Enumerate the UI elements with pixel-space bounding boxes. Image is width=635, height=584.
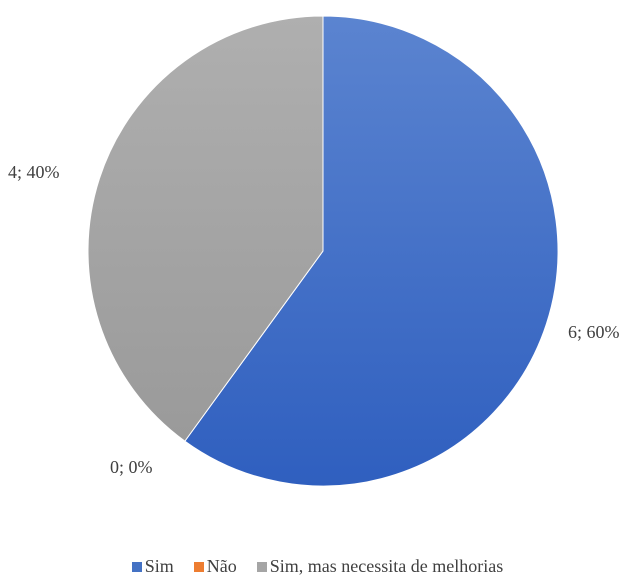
legend-swatch-sim-melhorias (256, 561, 267, 572)
data-label-nao: 0; 0% (110, 457, 153, 477)
data-label-sim: 6; 60% (568, 322, 620, 342)
pie-chart: 6; 60% 0; 0% 4; 40% (8, 15, 620, 487)
legend-item-nao: Não (193, 556, 237, 577)
data-label-sim-melhorias: 4; 40% (8, 162, 60, 182)
legend-label-sim-melhorias: Sim, mas necessita de melhorias (269, 556, 504, 576)
legend-label-sim: Sim (144, 556, 174, 576)
legend-item-sim: Sim (131, 556, 174, 577)
legend-swatch-sim (131, 561, 142, 572)
legend-label-nao: Não (206, 556, 237, 576)
pie-slice-sim-melhorias (87, 15, 324, 442)
legend: Sim Não Sim, mas necessita de melhorias (0, 556, 635, 577)
pie-slice-sim (184, 15, 559, 487)
legend-item-sim-melhorias: Sim, mas necessita de melhorias (256, 556, 504, 577)
legend-swatch-nao (193, 561, 204, 572)
